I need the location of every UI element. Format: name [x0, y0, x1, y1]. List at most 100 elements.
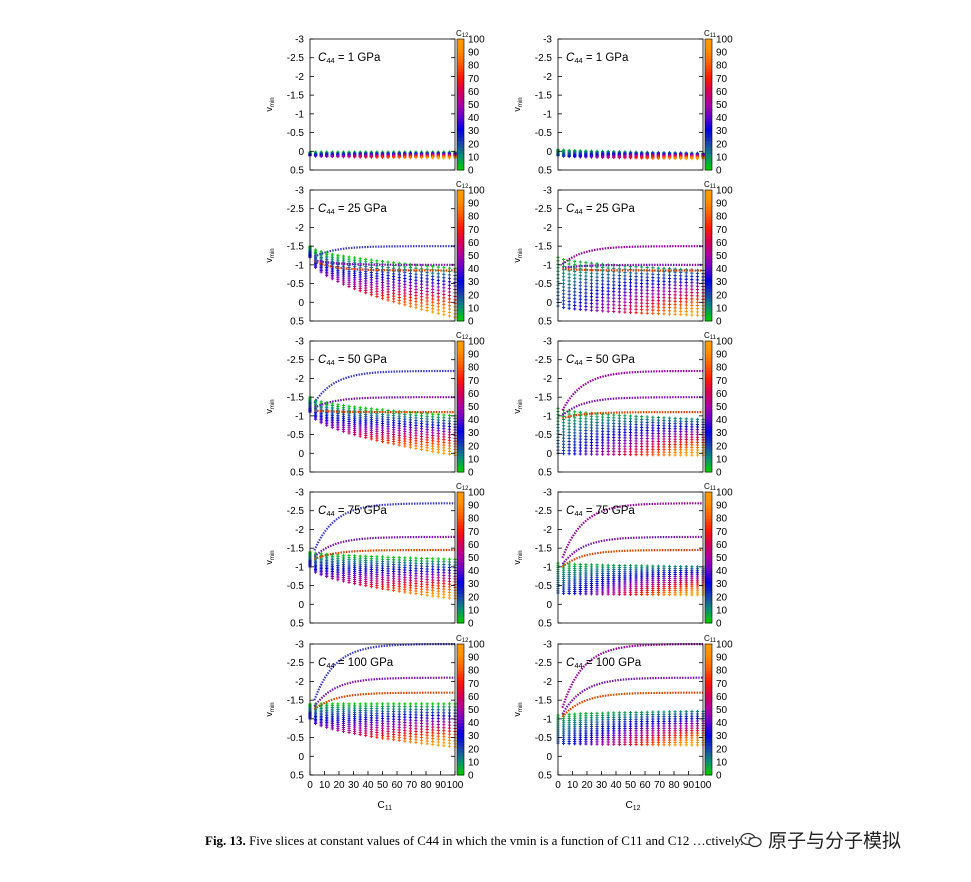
data-point [651, 305, 655, 309]
data-point [679, 280, 683, 284]
data-point [612, 300, 616, 304]
data-point [645, 282, 649, 286]
colorbar-tick-label: 50 [468, 553, 480, 564]
data-point [628, 294, 633, 298]
data-point [386, 282, 390, 286]
data-point [640, 444, 644, 449]
data-point [601, 446, 605, 451]
data-point [584, 291, 588, 295]
colorbar-segment [457, 88, 464, 92]
data-point [628, 422, 633, 426]
data-point [347, 155, 351, 159]
data-point [617, 156, 621, 160]
data-point [431, 716, 435, 720]
data-point [589, 437, 594, 442]
panel-1-c11 [308, 38, 465, 171]
data-point [651, 447, 655, 452]
data-point [640, 425, 644, 430]
data-point [634, 271, 638, 275]
data-point [595, 288, 599, 293]
data-point [341, 429, 346, 433]
y-tick-label: -2.5 [287, 355, 305, 366]
data-point [634, 414, 638, 418]
colorbar-segment [457, 373, 464, 378]
colorbar-segment [705, 341, 712, 345]
colorbar-segment [457, 442, 464, 447]
data-point [573, 592, 577, 596]
colorbar-segment [457, 245, 464, 250]
data-point [408, 707, 412, 711]
data-point [425, 299, 429, 303]
colorbar-segment [705, 196, 712, 201]
data-point [386, 587, 390, 592]
colorbar-segment [705, 235, 712, 240]
data-point [431, 725, 435, 729]
colorbar-segment [457, 745, 464, 750]
data-point [612, 283, 616, 287]
data-point [623, 277, 627, 281]
data-point [606, 276, 610, 280]
colorbar-frame [456, 491, 465, 624]
data-point [690, 310, 694, 314]
data-point [645, 295, 649, 299]
data-point [408, 732, 412, 736]
data-point [623, 300, 627, 304]
data-point [617, 433, 621, 437]
data-point [414, 727, 418, 731]
data-point [645, 305, 649, 309]
data-point [436, 426, 440, 430]
data-point [403, 288, 407, 292]
colorbar-segment [457, 583, 464, 588]
data-point [447, 729, 452, 733]
branch-curve [313, 260, 455, 272]
data-point [408, 704, 412, 709]
colorbar-tick-label: 90 [716, 199, 728, 210]
data-point [656, 289, 660, 293]
data-point [589, 440, 594, 445]
y-tick-label: 0.5 [538, 619, 552, 630]
data-point [431, 728, 435, 732]
data-point [419, 301, 424, 305]
y-tick-label: -1.5 [287, 91, 305, 102]
data-point [408, 156, 412, 160]
colorbar-segment [705, 363, 712, 368]
y-tick-label: -2 [295, 677, 304, 688]
data-point [690, 274, 694, 278]
y-tick-label: -3 [543, 488, 552, 499]
data-point [442, 276, 446, 280]
colorbar-segment [457, 439, 464, 444]
data-point [589, 742, 594, 746]
data-point [634, 422, 638, 427]
data-point [640, 742, 644, 747]
data-point [651, 418, 655, 422]
data-point [414, 707, 418, 711]
data-point [679, 274, 683, 278]
data-point [313, 417, 318, 421]
x-tick-label: 60 [391, 780, 403, 791]
data-point [319, 724, 323, 728]
colorbar-tick-label: 90 [468, 199, 480, 210]
data-point [623, 310, 627, 314]
colorbar-segment [705, 390, 712, 394]
data-point [684, 277, 688, 281]
colorbar-segment [457, 663, 464, 668]
data-point [578, 155, 582, 159]
data-point [595, 420, 599, 425]
data-point [645, 420, 649, 424]
data-point [595, 272, 599, 276]
colorbar-tick-label: 90 [468, 350, 480, 361]
y-tick-label: 0.5 [538, 468, 552, 479]
colorbar-segment [705, 719, 712, 724]
data-point [617, 416, 621, 420]
data-point [662, 273, 666, 277]
data-point [353, 731, 357, 736]
x-tick-label: 100 [447, 780, 464, 791]
data-point [325, 725, 329, 730]
data-point [347, 580, 351, 584]
data-point [634, 428, 638, 432]
data-point [673, 290, 677, 294]
data-point [651, 743, 655, 747]
data-point [695, 281, 700, 285]
data-point [584, 261, 588, 265]
data-point [595, 285, 599, 289]
